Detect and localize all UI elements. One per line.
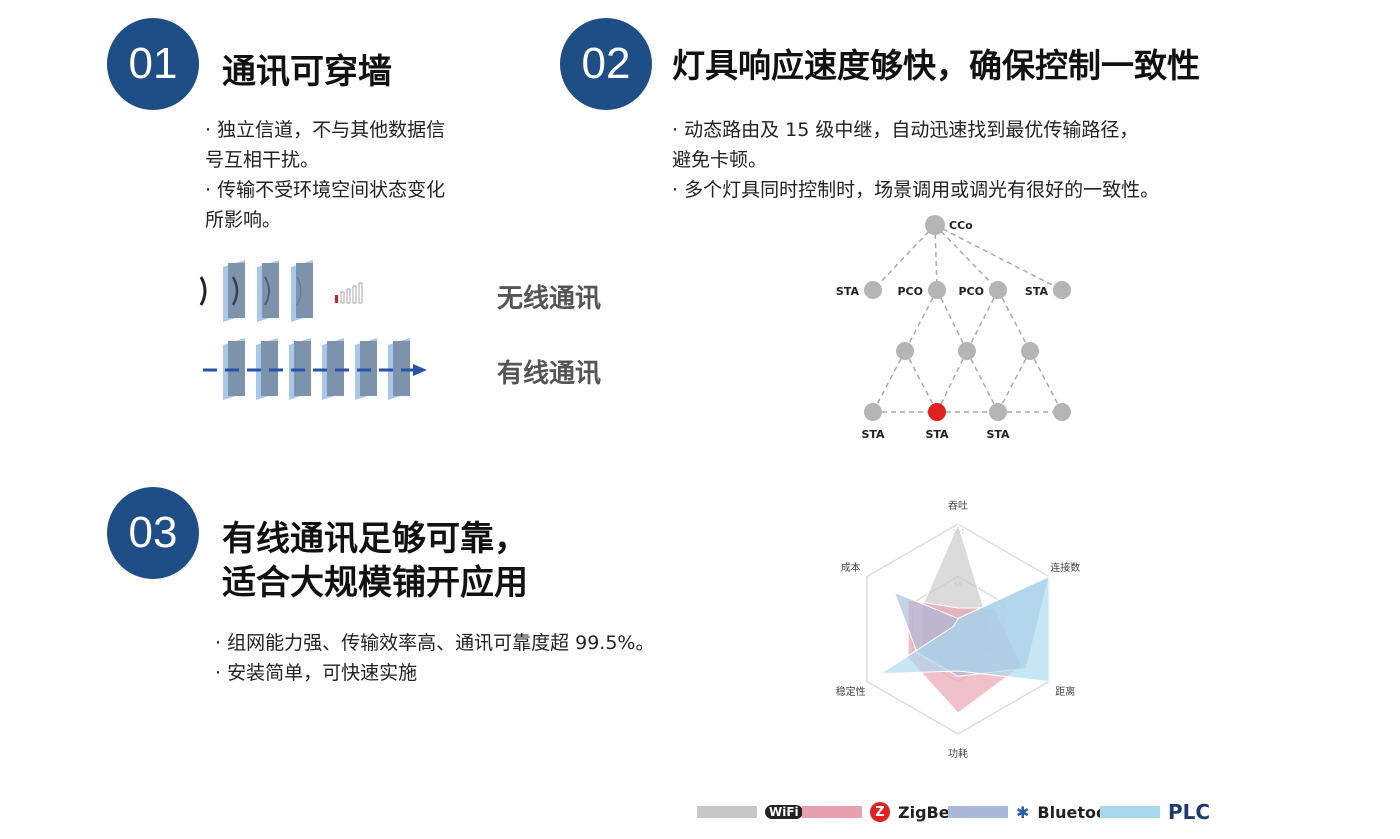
network-link — [872, 224, 936, 291]
network-link — [966, 350, 999, 413]
axis-label: 吞吐 — [948, 500, 968, 512]
wave-icon — [296, 276, 302, 306]
wall-diagram — [199, 260, 427, 400]
section-body: · 独立信道，不与其他数据信 号互相干扰。 · 传输不受环境空间状态变化 所影响… — [205, 115, 445, 235]
wave-icon — [231, 276, 239, 306]
wireless-label: 无线通讯 — [497, 284, 602, 314]
node-label: PCO — [898, 285, 924, 298]
wall-face — [296, 263, 313, 318]
node-label: STA — [836, 285, 860, 298]
arrow-icon — [413, 364, 427, 376]
text-line: · 传输不受环境空间状态变化 — [205, 179, 446, 201]
signal-bar — [340, 291, 345, 304]
text-line: · 安装简单，可快速实施 — [215, 662, 418, 684]
network-link — [934, 224, 1063, 291]
node-label: CCo — [949, 219, 973, 232]
network-node — [864, 403, 882, 421]
text-line: 所影响。 — [205, 209, 282, 231]
text-line: · 动态路由及 15 级中继，自动迅速找到最优传输路径， — [672, 119, 1139, 141]
axis-label: 连接数 — [1050, 561, 1080, 574]
network-node — [925, 215, 945, 235]
zigbee-logo-icon: Z — [870, 802, 890, 822]
network-node — [958, 342, 976, 360]
network-node — [989, 403, 1007, 421]
node-label: STA — [925, 428, 949, 441]
node-label: STA — [861, 428, 885, 441]
legend-label: PLC — [1168, 800, 1211, 824]
node-label: PCO — [959, 285, 985, 298]
network-node — [896, 342, 914, 360]
bluetooth-icon: ✱ — [1016, 802, 1030, 822]
network-node — [1021, 342, 1039, 360]
text-line: 号互相干扰。 — [205, 149, 320, 171]
network-link — [936, 289, 968, 352]
text-line: 避免卡顿。 — [672, 149, 768, 171]
network-link — [904, 289, 938, 352]
network-node — [989, 281, 1007, 299]
section-number-badge: 02 — [560, 18, 652, 110]
title-line: 适合大规模铺开应用 — [222, 563, 528, 603]
signal-bar — [358, 282, 363, 304]
section-title: 灯具响应速度够快，确保控制一致性 — [672, 46, 1200, 85]
legend-item-plc: PLC — [1100, 800, 1210, 824]
legend-swatch — [697, 806, 757, 818]
signal-bar — [346, 288, 351, 304]
network-link — [1029, 350, 1063, 413]
section-body: · 组网能力强、传输效率高、通讯可靠度超 99.5%。 · 安装简单，可快速实施 — [215, 628, 654, 688]
network-node — [928, 403, 946, 421]
network-link — [936, 350, 968, 413]
network-link — [934, 224, 999, 291]
wave-icon — [199, 276, 207, 306]
text-line: · 组网能力强、传输效率高、通讯可靠度超 99.5%。 — [215, 632, 655, 654]
wifi-logo: WiFi — [765, 805, 803, 819]
radar-chart: 10050吞吐连接数距离功耗稳定性成本 — [836, 500, 1081, 760]
network-node — [1053, 281, 1071, 299]
legend-swatch — [802, 806, 862, 818]
network-link — [966, 289, 999, 352]
network-link — [934, 224, 938, 291]
network-link — [997, 289, 1031, 352]
wave-icon — [264, 276, 270, 306]
network-node — [864, 281, 882, 299]
axis-label: 距离 — [1055, 685, 1075, 698]
legend-label: ZigBee — [898, 802, 961, 822]
radar-series-plc — [878, 575, 1050, 683]
network-node — [928, 281, 946, 299]
text-line: · 独立信道，不与其他数据信 — [205, 119, 446, 141]
axis-label: 成本 — [841, 561, 861, 574]
section-body: · 动态路由及 15 级中继，自动迅速找到最优传输路径， 避免卡顿。 · 多个灯… — [672, 115, 1159, 205]
text-line: · 多个灯具同时控制时，场景调用或调光有很好的一致性。 — [672, 179, 1160, 201]
signal-bar — [335, 295, 338, 303]
title-line: 有线通讯足够可靠， — [222, 519, 528, 559]
network-link — [904, 350, 938, 413]
network-link — [997, 350, 1031, 413]
axis-label: 功耗 — [948, 748, 968, 760]
legend-swatch — [1100, 806, 1160, 818]
signal-bar — [352, 285, 357, 304]
node-label: STA — [1025, 285, 1049, 298]
legend-item-wifi: WiFi — [697, 800, 803, 824]
axis-label: 稳定性 — [836, 685, 866, 698]
node-label: STA — [986, 428, 1010, 441]
section-title: 有线通讯足够可靠， 适合大规模铺开应用 — [222, 517, 528, 605]
section-number-badge: 03 — [107, 487, 199, 579]
wired-label: 有线通讯 — [497, 359, 602, 389]
legend-item-zigbee: Z ZigBee — [802, 800, 960, 824]
network-diagram: CCo STA PCO PCO STA STA STA STA — [836, 215, 1071, 441]
network-node — [1053, 403, 1071, 421]
section-title: 通讯可穿墙 — [222, 52, 392, 92]
section-number-badge: 01 — [107, 18, 199, 110]
network-link — [872, 350, 906, 413]
legend-swatch — [948, 806, 1008, 818]
